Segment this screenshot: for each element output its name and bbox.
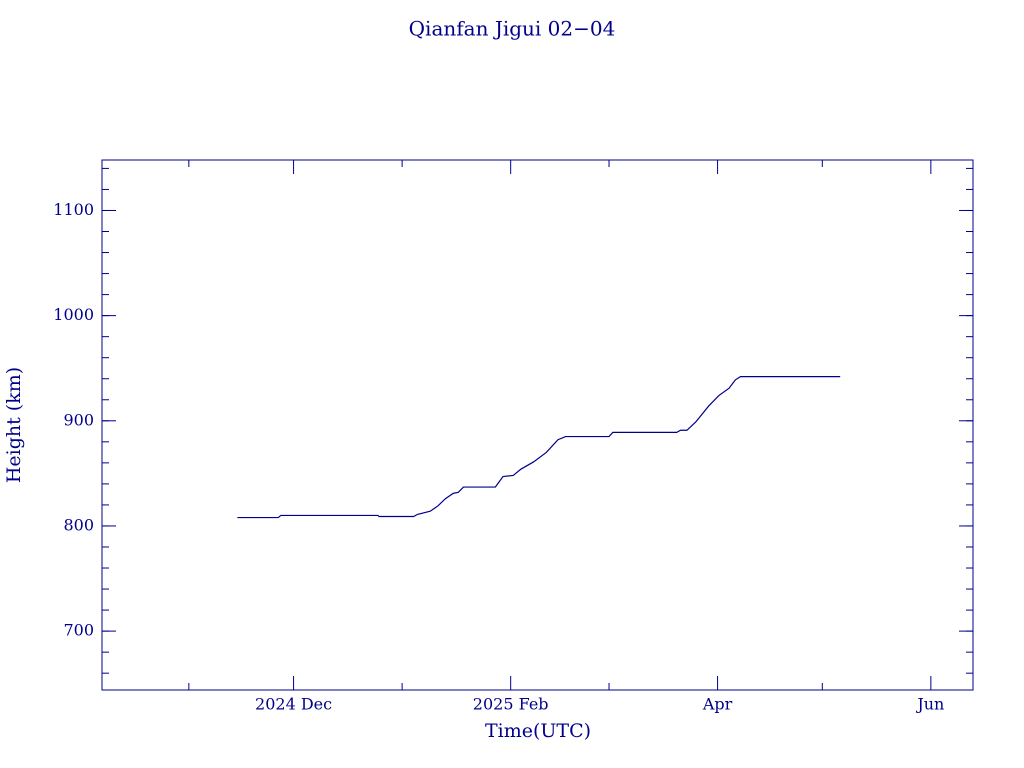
y-tick-label: 800: [63, 515, 94, 534]
y-tick-label: 1000: [53, 305, 94, 324]
x-tick-label: Apr: [702, 695, 733, 714]
x-tick-label: Jun: [915, 695, 944, 714]
y-tick-label: 1100: [53, 200, 94, 219]
x-tick-label: 2025 Feb: [473, 695, 549, 714]
plot-frame: [101, 159, 974, 691]
y-axis-label: Height (km): [3, 367, 25, 483]
data-line: [237, 376, 841, 519]
chart-title: Qianfan Jigui 02−04: [409, 17, 616, 41]
x-tick-label: 2024 Dec: [255, 695, 332, 714]
y-tick-label: 700: [63, 621, 94, 640]
x-axis-label: Time(UTC): [485, 720, 591, 742]
y-tick-label: 900: [63, 410, 94, 429]
